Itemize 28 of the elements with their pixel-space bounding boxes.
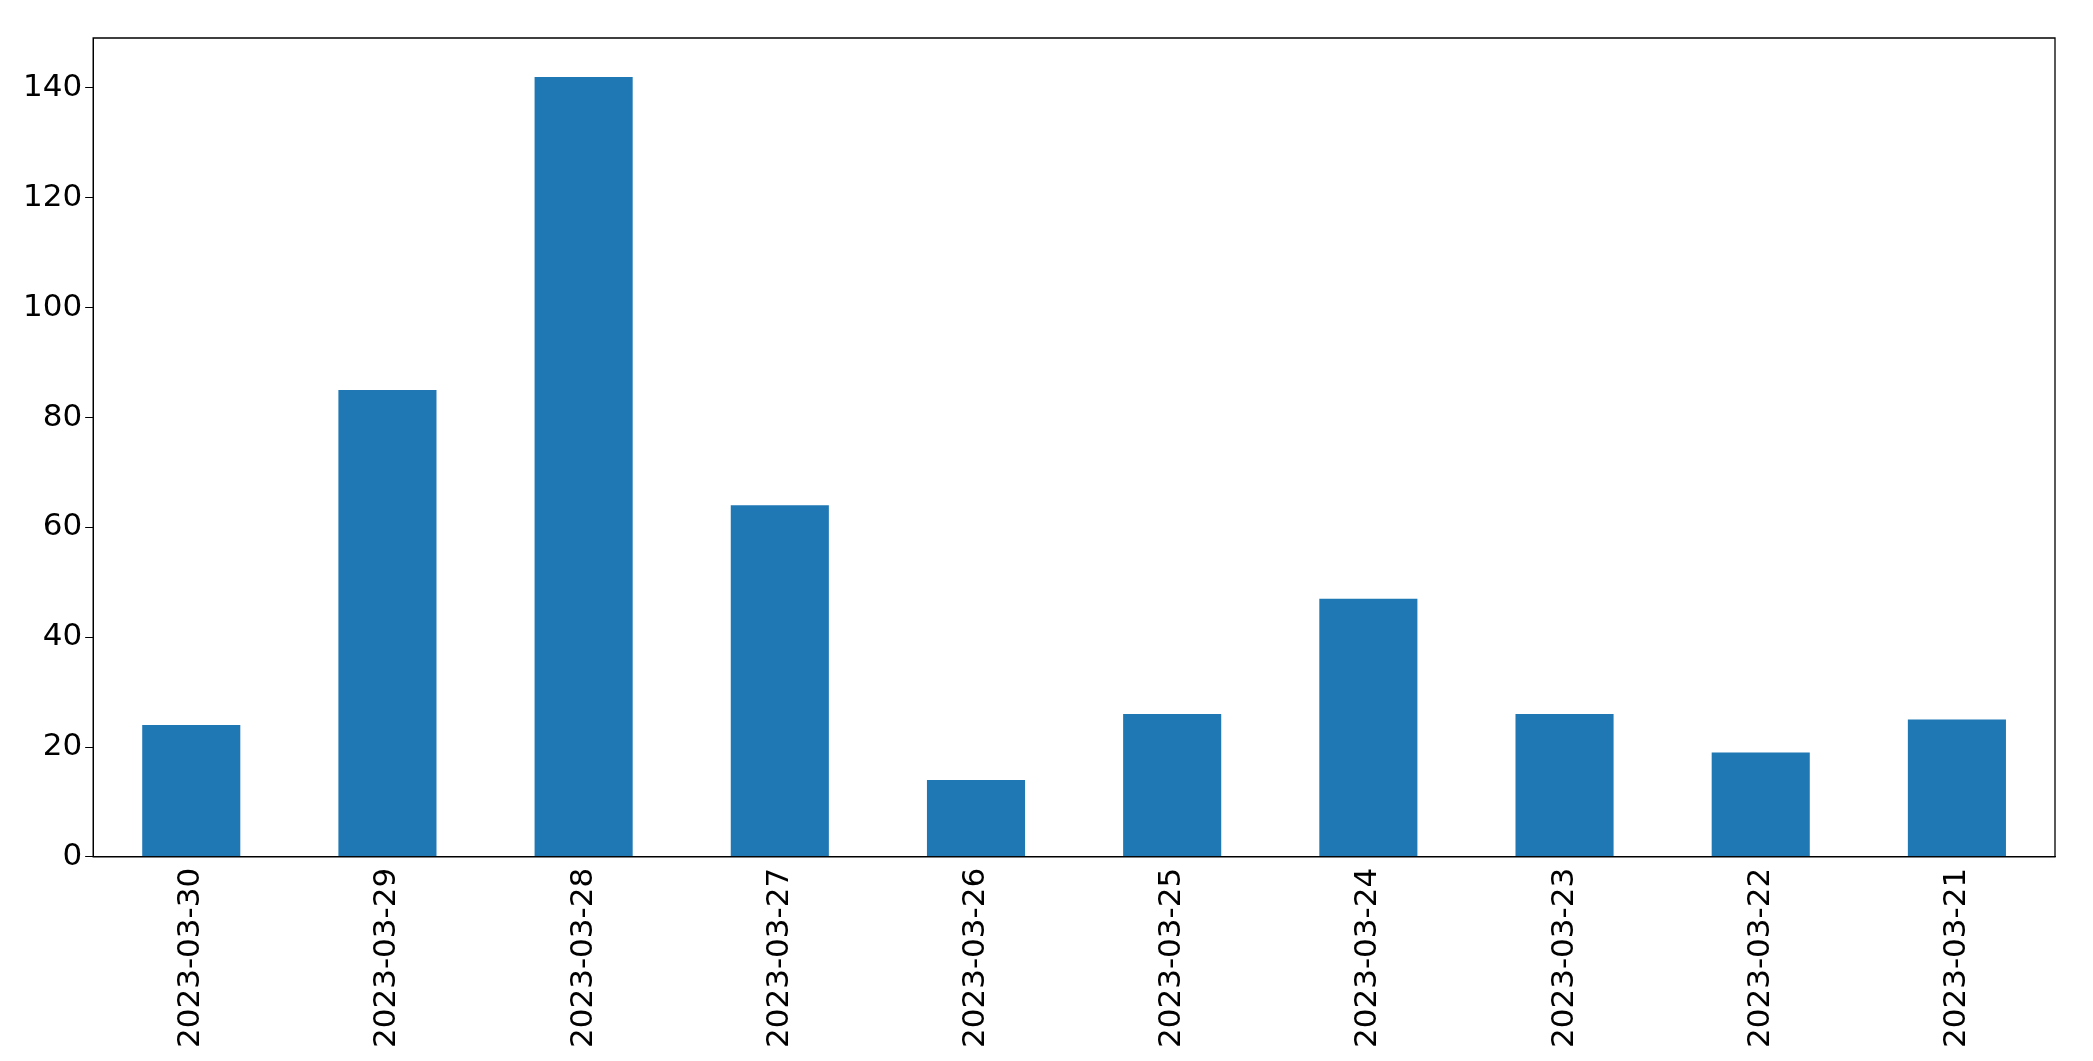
x-tick-label: 2023-03-22 xyxy=(1739,867,1776,1049)
bar xyxy=(926,779,1026,857)
y-tick-label: 60 xyxy=(42,506,83,543)
bar xyxy=(1907,719,2006,857)
y-tick-label: 100 xyxy=(23,286,83,323)
bar xyxy=(534,76,633,857)
y-tick-label: 20 xyxy=(42,726,83,763)
bar xyxy=(1711,752,1810,857)
x-tick-label: 2023-03-27 xyxy=(758,867,795,1049)
x-tick-label: 2023-03-25 xyxy=(1151,867,1188,1049)
y-tick-label: 0 xyxy=(62,835,83,872)
x-tick-label: 2023-03-23 xyxy=(1543,867,1580,1049)
bar xyxy=(1123,714,1222,857)
x-tick-label: 2023-03-24 xyxy=(1347,867,1384,1049)
bar xyxy=(1515,714,1614,857)
bar xyxy=(730,505,829,857)
x-tick-label: 2023-03-28 xyxy=(562,867,599,1049)
y-tick-label: 120 xyxy=(23,176,83,213)
y-tick-label: 40 xyxy=(42,616,83,653)
bar xyxy=(1319,598,1418,857)
x-tick-label: 2023-03-21 xyxy=(1935,867,1972,1049)
x-tick-label: 2023-03-26 xyxy=(955,867,992,1049)
x-tick-label: 2023-03-30 xyxy=(170,867,207,1049)
y-tick-label: 80 xyxy=(42,396,83,433)
bar xyxy=(338,390,437,857)
bar xyxy=(142,725,241,857)
y-tick-label: 140 xyxy=(23,67,83,104)
x-tick-label: 2023-03-29 xyxy=(366,867,403,1049)
